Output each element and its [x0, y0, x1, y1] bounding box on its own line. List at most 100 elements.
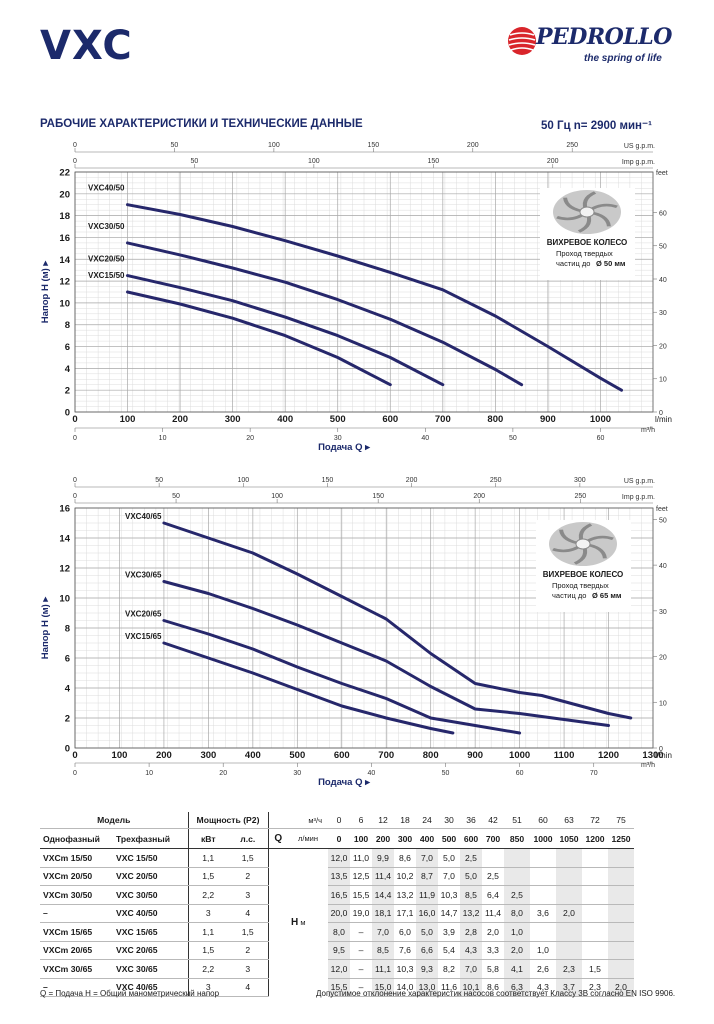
- three-phase-model: VXC 20/50: [114, 867, 189, 886]
- y-axis-title: Напор H (м) ▸: [40, 260, 51, 324]
- q-label: Q: [268, 828, 288, 849]
- head-value: 2,5: [460, 848, 482, 868]
- power-kw: 1,5: [188, 867, 228, 886]
- product-title: VXC: [40, 23, 133, 69]
- us-gpm-tick-label: 250: [566, 142, 578, 149]
- head-value: 16,0: [416, 904, 438, 923]
- q-lmin-cell: 400: [416, 828, 438, 849]
- head-value: [504, 848, 530, 868]
- q-m3h-cell: 63: [556, 812, 582, 829]
- m3h-unit: m³/h: [641, 762, 655, 769]
- three-phase-model: VXC 20/65: [114, 941, 189, 960]
- y-tick-label: 20: [59, 189, 70, 200]
- q-m3h-cell: 24: [416, 812, 438, 829]
- head-value: 15,5: [350, 885, 372, 905]
- y-tick-label: 18: [59, 211, 70, 222]
- feet-tick-label: 40: [659, 563, 667, 570]
- head-value: 3,9: [438, 922, 460, 942]
- x-tick-label: 500: [330, 414, 346, 425]
- impeller-text-2: частиц до: [556, 259, 590, 268]
- impeller-size: Ø 50 мм: [596, 259, 626, 268]
- feet-tick-label: 30: [659, 310, 667, 317]
- brand-name: PEDROLLO: [536, 24, 672, 50]
- feet-tick-label: 20: [659, 343, 667, 350]
- head-value: 8,2: [438, 959, 460, 979]
- head-value: [582, 904, 608, 923]
- x-unit-label: l/min: [655, 415, 672, 424]
- y-tick-label: 10: [59, 298, 70, 309]
- head-value: 20,0: [328, 904, 350, 923]
- feet-tick-label: 50: [659, 517, 667, 524]
- head-value: 10,1: [460, 978, 482, 997]
- impeller-icon: [553, 190, 621, 234]
- series-curve: [126, 274, 445, 387]
- us-gpm-tick-label: 150: [322, 477, 334, 484]
- x-tick-label: 100: [112, 750, 128, 761]
- single-phase-model: –: [40, 978, 114, 997]
- head-value: 2,5: [482, 867, 504, 886]
- head-value: –: [350, 922, 372, 942]
- q-m3h-cell: 72: [582, 812, 608, 829]
- series-label: VXC40/65: [125, 512, 162, 521]
- m3h-tick-label: 50: [509, 435, 517, 442]
- head-value: 13,2: [394, 885, 416, 905]
- head-value: 3,6: [530, 904, 556, 923]
- imp-gpm-tick-label: 50: [172, 493, 180, 500]
- head-value: 2,6: [530, 959, 556, 979]
- head-value: [608, 885, 634, 905]
- head-value: 8,6: [394, 848, 416, 868]
- q-m3h-cell: 75: [608, 812, 634, 829]
- section-title: РАБОЧИЕ ХАРАКТЕРИСТИКИ И ТЕХНИЧЕСКИЕ ДАН…: [40, 118, 363, 130]
- power-kw: 1,5: [188, 941, 228, 960]
- table-row: VXCm 30/50 VXC 30/50 2,2 3 16,5 15,5 14,4 13,2 1…: [40, 885, 634, 905]
- head-value: [556, 941, 582, 960]
- power-kw: 2,2: [188, 959, 228, 979]
- impeller-label: ВИХРЕВОЕ КОЛЕСО: [547, 238, 628, 247]
- us-gpm-tick-label: 200: [467, 142, 479, 149]
- feet-tick-label: 0: [659, 746, 663, 753]
- y-axis-title: Напор H (м) ▸: [40, 596, 51, 660]
- power-hp: 1,5: [228, 922, 269, 942]
- impeller-text-1: Проход твердых: [552, 581, 609, 590]
- head-value: [608, 848, 634, 868]
- imp-gpm-tick-label: 50: [191, 158, 199, 165]
- head-value: [582, 885, 608, 905]
- single-phase-model: VXCm 30/65: [40, 959, 114, 979]
- q-lmin-cell: 300: [394, 828, 416, 849]
- us-gpm-tick-label: 100: [268, 142, 280, 149]
- head-value: 13,0: [416, 978, 438, 997]
- series-label: VXC40/50: [88, 184, 125, 193]
- head-value: 16,5: [328, 885, 350, 905]
- y-tick-label: 2: [65, 714, 70, 725]
- head-value: 6,3: [504, 978, 530, 997]
- head-value: –: [350, 959, 372, 979]
- head-value: 11,4: [482, 904, 504, 923]
- y-tick-label: 14: [59, 255, 70, 266]
- head-value: [608, 904, 634, 923]
- three-phase-header: Трехфазный: [114, 828, 189, 849]
- h-label: H: [291, 917, 299, 929]
- x-tick-label: 1000: [590, 414, 611, 425]
- y-tick-label: 0: [65, 408, 70, 419]
- us-gpm-tick-label: 0: [73, 477, 77, 484]
- head-value: 12,5: [350, 867, 372, 886]
- x-tick-label: 300: [225, 414, 241, 425]
- series-curve: [162, 521, 633, 720]
- us-gpm-tick-label: 300: [574, 477, 586, 484]
- us-gpm-tick-label: 150: [367, 142, 379, 149]
- impeller-size: Ø 65 мм: [592, 591, 622, 600]
- head-value: 9,3: [416, 959, 438, 979]
- x-tick-label: 100: [120, 414, 136, 425]
- x-axis-title: Подача Q ▸: [318, 442, 371, 453]
- y-tick-label: 22: [59, 168, 70, 179]
- q-lmin-cell: 700: [482, 828, 504, 849]
- imp-gpm-tick-label: 150: [372, 493, 384, 500]
- q-lmin-cell: 100: [350, 828, 372, 849]
- single-phase-model: VXCm 20/50: [40, 867, 114, 886]
- head-value: [530, 885, 556, 905]
- footer-legend: Q = Подача H = Общий манометрический нап…: [40, 989, 220, 998]
- impeller-text-1: Проход твердых: [556, 249, 613, 258]
